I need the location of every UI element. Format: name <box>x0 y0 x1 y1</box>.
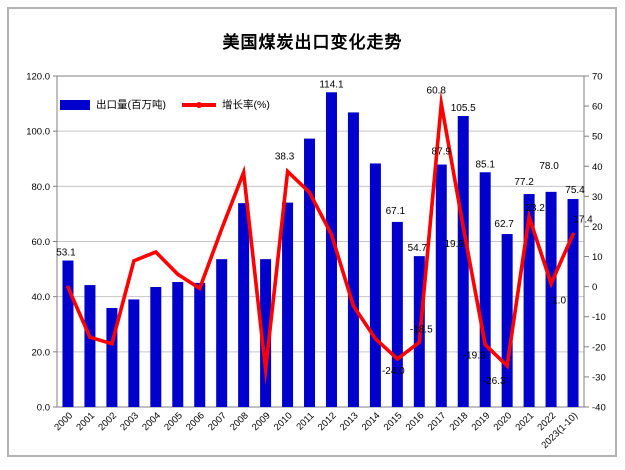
right-axis-label: 0 <box>592 282 597 293</box>
bar-value-label: 67.1 <box>386 206 406 217</box>
bar-value-label: 78.0 <box>539 161 559 172</box>
bar-2005 <box>172 282 184 407</box>
legend-line-swatch-icon <box>182 100 216 110</box>
x-axis-label: 2000 <box>52 410 75 433</box>
x-axis-label: 2014 <box>360 410 383 433</box>
x-axis-label: 2017 <box>426 410 449 433</box>
legend-line-label: 增长率(%) <box>222 99 270 111</box>
x-axis-label: 2002 <box>96 410 119 433</box>
bar-2008 <box>238 203 250 407</box>
x-axis-label: 2003 <box>118 410 141 433</box>
bar-2000 <box>62 260 74 407</box>
bar-2015 <box>391 221 403 407</box>
bar-2017 <box>435 164 447 407</box>
bar-value-label: 105.5 <box>451 103 476 114</box>
bar-2001 <box>84 285 96 407</box>
bar-2004 <box>150 287 162 407</box>
bar-value-label: 77.2 <box>514 177 534 188</box>
bar-2023(1-10) <box>567 199 579 407</box>
legend-bar-swatch-icon <box>60 99 90 110</box>
left-axis-label: 20.0 <box>32 347 51 358</box>
bar-2009 <box>260 259 272 407</box>
right-axis-label: 70 <box>592 72 603 83</box>
line-value-label: 19.9 <box>444 239 464 250</box>
left-axis-label: 100.0 <box>26 127 50 138</box>
right-axis-label: 50 <box>592 132 603 143</box>
right-axis-label: -30 <box>592 372 606 383</box>
growth-line <box>66 90 575 386</box>
legend-line-marker-icon <box>196 101 202 108</box>
legend: 出口量(百万吨) 增长率(%) <box>60 97 270 112</box>
bar-2014 <box>369 163 381 407</box>
bar-2003 <box>128 299 140 407</box>
left-axis-label: 0.0 <box>37 403 50 414</box>
bar-2019 <box>479 172 491 407</box>
x-axis-label: 2004 <box>140 410 163 433</box>
bar-2011 <box>304 138 316 407</box>
line-value-label: 17.4 <box>573 214 593 225</box>
x-axis-label: 2006 <box>184 410 207 433</box>
bar-value-label: 75.4 <box>565 185 585 196</box>
right-axis-label: -10 <box>592 312 606 323</box>
bar-value-label: 62.7 <box>494 219 514 230</box>
x-axis-label: 2007 <box>206 410 229 433</box>
x-axis-label: 2015 <box>382 410 405 433</box>
x-axis-label: 2021 <box>513 410 536 433</box>
right-axis-label: 30 <box>592 192 603 203</box>
x-axis-label: 2011 <box>294 410 316 432</box>
right-axis-label: 60 <box>592 102 603 113</box>
legend-bar-label: 出口量(百万吨) <box>96 99 166 111</box>
bar-value-label: 85.1 <box>475 159 495 170</box>
bar-value-label: 114.1 <box>319 79 344 90</box>
bar-2020 <box>501 234 513 407</box>
bar-2021 <box>523 194 535 407</box>
line-value-label: -26.3 <box>483 376 506 387</box>
x-axis-label: 2013 <box>338 410 361 433</box>
bar-2002 <box>106 307 118 407</box>
bar-2006 <box>194 282 206 407</box>
left-axis-label: 80.0 <box>32 182 51 193</box>
bar-2022 <box>545 191 557 407</box>
line-value-label: 38.3 <box>275 151 295 162</box>
right-axis-label: 40 <box>592 162 603 173</box>
right-axis-label: -40 <box>592 403 606 414</box>
bar-2018 <box>457 115 469 407</box>
line-value-label: 1.0 <box>552 296 566 307</box>
right-axis-label: 10 <box>592 252 603 263</box>
chart-title: 美国煤炭出口变化走势 <box>222 33 403 52</box>
bar-value-label: 53.1 <box>56 248 76 259</box>
x-axis-label: 2008 <box>228 410 251 433</box>
line-value-label: 23.2 <box>525 203 545 214</box>
line-value-label: -18.5 <box>410 324 433 335</box>
x-axis-label: 2010 <box>272 410 295 433</box>
bar-2010 <box>282 202 294 407</box>
left-axis-label: 40.0 <box>32 292 51 303</box>
bar-2013 <box>347 112 359 407</box>
x-axis-label: 2019 <box>470 410 493 433</box>
x-axis-label: 2016 <box>404 410 427 433</box>
x-axis-label: 2005 <box>162 410 185 433</box>
x-axis-label: 2018 <box>448 410 471 433</box>
line-value-label: -19.3 <box>463 351 486 362</box>
line-value-label: -24.0 <box>382 366 405 377</box>
x-axis-label: 2012 <box>316 410 339 433</box>
x-axis-label: 2009 <box>250 410 273 433</box>
bar-value-label: 54.7 <box>408 243 428 254</box>
line-value-label: 60.8 <box>427 86 447 97</box>
bar-2012 <box>325 92 337 407</box>
bar-value-label: 87.9 <box>432 147 452 158</box>
left-axis-label: 120.0 <box>26 72 50 83</box>
bar-2007 <box>216 259 228 407</box>
x-axis-label: 2020 <box>492 410 515 433</box>
x-axis-label: 2001 <box>74 410 97 433</box>
right-axis-label: -20 <box>592 342 606 353</box>
right-axis-label: 20 <box>592 222 603 233</box>
left-axis-label: 60.0 <box>32 237 51 248</box>
